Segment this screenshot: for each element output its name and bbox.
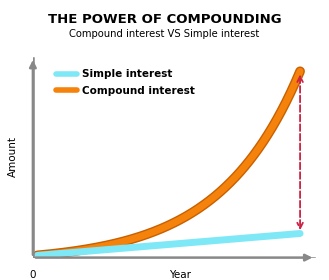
Legend: Simple interest, Compound interest: Simple interest, Compound interest — [52, 65, 199, 100]
Text: THE POWER OF COMPOUNDING: THE POWER OF COMPOUNDING — [48, 13, 281, 25]
Text: 0: 0 — [30, 270, 36, 280]
Text: Compound interest VS Simple interest: Compound interest VS Simple interest — [69, 29, 260, 39]
Text: Year: Year — [169, 270, 191, 280]
Text: Amount: Amount — [8, 136, 18, 177]
